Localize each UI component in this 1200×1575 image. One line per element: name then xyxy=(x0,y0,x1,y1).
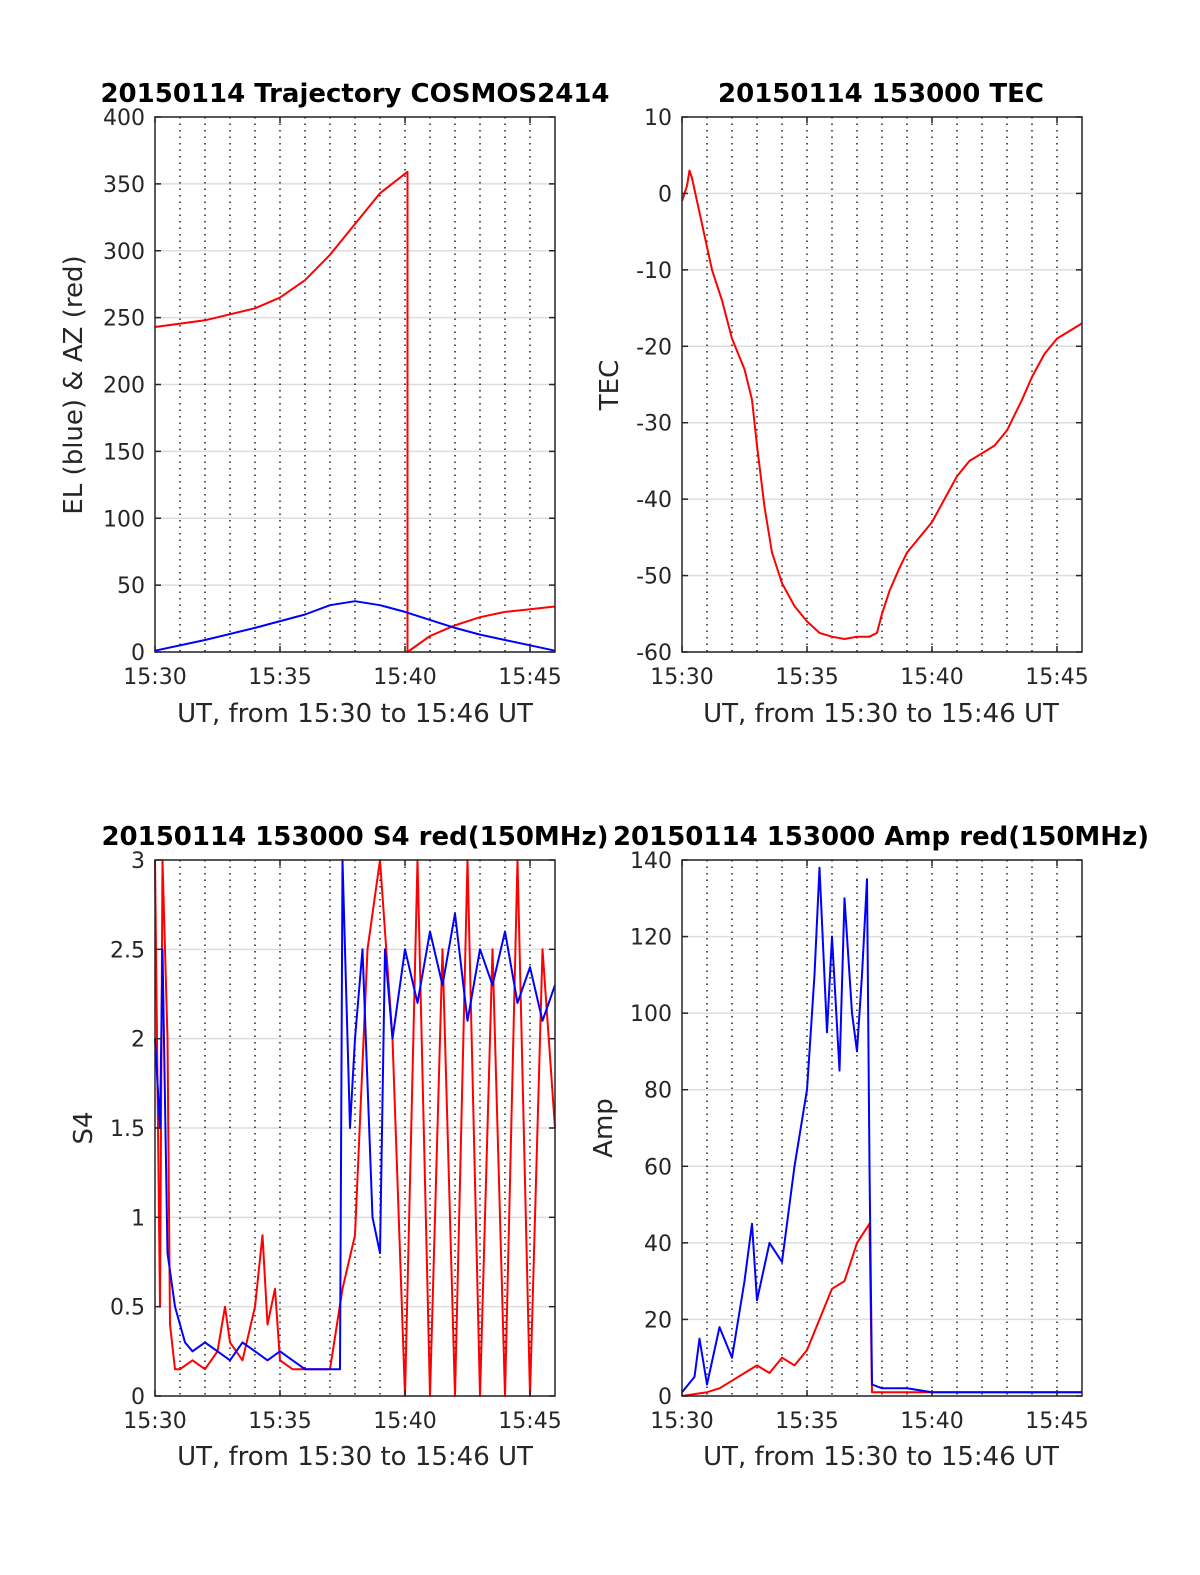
y-tick-label: 250 xyxy=(103,307,145,332)
chart-title: 20150114 153000 TEC xyxy=(718,79,1044,109)
x-axis-label: UT, from 15:30 to 15:46 UT xyxy=(703,1442,1059,1472)
y-tick-label: -20 xyxy=(636,335,672,360)
chart-title: 20150114 Trajectory COSMOS2414 xyxy=(100,79,609,109)
x-tick-label: 15:35 xyxy=(775,1409,838,1434)
chart-title: 20150114 153000 Amp red(150MHz) xyxy=(613,822,1149,852)
axes-box xyxy=(681,116,1083,653)
y-tick-label: 3 xyxy=(131,849,145,874)
y-tick-label: 350 xyxy=(103,173,145,198)
chart-s4: 20150114 153000 S4 red(150MHz) UT, from … xyxy=(69,822,609,1472)
y-tick-label: 300 xyxy=(103,240,145,265)
y-tick-label: 2 xyxy=(131,1028,145,1053)
series-line-blue xyxy=(154,600,556,652)
chart-tec: 20150114 153000 TEC UT, from 15:30 to 15… xyxy=(595,79,1089,729)
y-tick-label: -40 xyxy=(636,488,672,513)
x-tick-label: 15:40 xyxy=(373,665,436,690)
y-axis-label: EL (blue) & AZ (red) xyxy=(59,255,89,514)
x-tick-label: 15:45 xyxy=(1025,1409,1088,1434)
y-tick-label: -60 xyxy=(636,641,672,666)
y-tick-label: -10 xyxy=(636,259,672,284)
chart-title: 20150114 153000 S4 red(150MHz) xyxy=(101,822,608,852)
x-tick-label: 15:30 xyxy=(123,1409,186,1434)
x-tick-label: 15:45 xyxy=(498,1409,561,1434)
y-tick-label: 2.5 xyxy=(110,938,145,963)
x-tick-label: 15:45 xyxy=(1025,665,1088,690)
y-tick-label: -50 xyxy=(636,565,672,590)
y-tick-label: -30 xyxy=(636,412,672,437)
y-tick-label: 0 xyxy=(131,641,145,666)
y-tick-label: 100 xyxy=(103,507,145,532)
x-tick-label: 15:40 xyxy=(900,1409,963,1434)
series-line-red xyxy=(681,169,1083,640)
x-tick-label: 15:35 xyxy=(248,665,311,690)
y-tick-label: 0 xyxy=(658,182,672,207)
x-axis-label: UT, from 15:30 to 15:46 UT xyxy=(703,699,1059,729)
y-tick-label: 1.5 xyxy=(110,1117,145,1142)
y-tick-label: 0 xyxy=(131,1385,145,1410)
x-tick-label: 15:40 xyxy=(373,1409,436,1434)
x-tick-label: 15:40 xyxy=(900,665,963,690)
y-tick-label: 0.5 xyxy=(110,1296,145,1321)
chart-trajectory: 20150114 Trajectory COSMOS2414 UT, from … xyxy=(59,79,610,729)
y-tick-label: 150 xyxy=(103,440,145,465)
y-axis-label: Amp xyxy=(589,1098,619,1158)
y-tick-label: 400 xyxy=(103,106,145,131)
x-tick-label: 15:45 xyxy=(498,665,561,690)
series-line-red xyxy=(154,170,556,653)
x-tick-label: 15:35 xyxy=(775,665,838,690)
y-axis-label: TEC xyxy=(595,360,625,411)
y-tick-label: 120 xyxy=(630,926,672,951)
y-tick-label: 10 xyxy=(644,106,672,131)
y-tick-label: 0 xyxy=(658,1385,672,1410)
axes-box xyxy=(681,859,1083,1397)
y-tick-label: 20 xyxy=(644,1308,672,1333)
chart-amp: 20150114 153000 Amp red(150MHz) UT, from… xyxy=(589,822,1149,1472)
y-axis-label: S4 xyxy=(69,1111,99,1144)
x-axis-label: UT, from 15:30 to 15:46 UT xyxy=(177,1442,533,1472)
y-tick-label: 80 xyxy=(644,1079,672,1104)
y-tick-label: 50 xyxy=(117,574,145,599)
y-tick-label: 40 xyxy=(644,1232,672,1257)
y-tick-label: 1 xyxy=(131,1206,145,1231)
x-tick-label: 15:30 xyxy=(123,665,186,690)
series-line-blue xyxy=(681,866,1082,1394)
y-tick-label: 60 xyxy=(644,1155,672,1180)
x-axis-label: UT, from 15:30 to 15:46 UT xyxy=(177,699,533,729)
x-tick-label: 15:30 xyxy=(650,1409,713,1434)
y-tick-label: 100 xyxy=(630,1002,672,1027)
x-tick-label: 15:30 xyxy=(650,665,713,690)
y-tick-label: 140 xyxy=(630,849,672,874)
y-tick-label: 200 xyxy=(103,374,145,399)
x-tick-label: 15:35 xyxy=(248,1409,311,1434)
